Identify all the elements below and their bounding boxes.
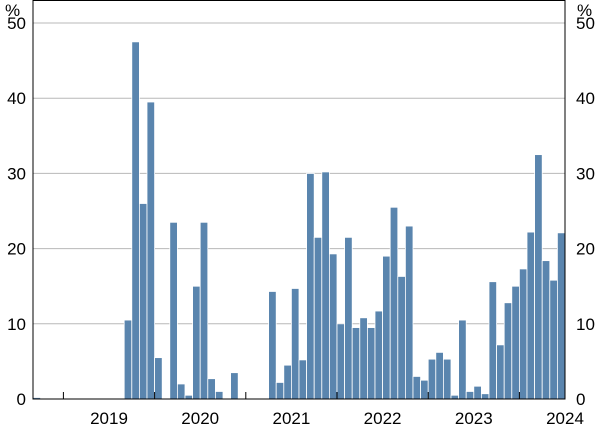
bar: [488, 281, 497, 400]
bar: [313, 236, 323, 400]
bar: [435, 351, 444, 400]
bar: [154, 357, 163, 400]
bar: [146, 101, 155, 400]
bar: [526, 231, 535, 400]
bar: [328, 253, 338, 400]
y-tick-label-right: 50: [576, 14, 595, 33]
bar: [557, 232, 566, 400]
bar: [321, 171, 330, 400]
bar: [123, 319, 133, 400]
bar: [214, 391, 224, 400]
y-tick-label-left: 30: [7, 164, 26, 183]
bar: [344, 236, 353, 400]
bar: [427, 358, 437, 400]
y-tick-label-left: 50: [7, 14, 26, 33]
bar: [503, 302, 513, 400]
bar: [199, 221, 209, 400]
y-tick-label-left: 0: [17, 390, 26, 409]
y-tick-label-right: 0: [576, 390, 585, 409]
y-tick-label-left: 40: [7, 89, 26, 108]
bar: [184, 394, 193, 400]
bar: [404, 225, 414, 400]
bar: [351, 327, 361, 400]
bar: [496, 344, 505, 400]
year-label: 2024: [546, 409, 584, 428]
bar: [374, 310, 383, 400]
x-axis-ticks: [62, 392, 520, 399]
bar: [480, 393, 490, 400]
y-tick-label-right: 30: [576, 164, 595, 183]
bar: [138, 203, 148, 400]
unit-label-right: %: [577, 1, 592, 20]
bar: [458, 319, 467, 400]
bar: [268, 291, 277, 400]
bar: [290, 288, 300, 400]
bar: [366, 327, 376, 400]
bar: [420, 379, 429, 400]
bar: [473, 385, 482, 400]
year-label: 2023: [455, 409, 493, 428]
bar: [207, 378, 216, 400]
bar: [359, 317, 368, 400]
plot-frame: [32, 0, 566, 400]
year-label: 2022: [364, 409, 402, 428]
bar: [389, 206, 399, 400]
y-tick-label-left: 10: [7, 315, 26, 334]
y-tick-label-right: 10: [576, 315, 595, 334]
bar: [230, 372, 239, 400]
year-label: 2019: [90, 409, 128, 428]
y-tick-label-left: 20: [7, 240, 26, 259]
bar: [541, 260, 551, 400]
bar: [534, 154, 543, 400]
bar: [169, 221, 178, 400]
bar: [549, 279, 558, 400]
bar: [465, 391, 475, 400]
year-label: 2021: [272, 409, 310, 428]
bar: [382, 255, 391, 400]
unit-label-left: %: [5, 1, 20, 20]
bar: [131, 41, 140, 400]
bar: [511, 285, 520, 400]
bar: [450, 394, 459, 400]
bar: [275, 382, 285, 400]
y-tick-label-right: 20: [576, 240, 595, 259]
gridlines: [33, 22, 565, 325]
y-tick-label-right: 40: [576, 89, 595, 108]
y-axis-left-labels: 0 10 20 30 40 50: [7, 14, 26, 409]
bar: [306, 173, 315, 400]
bar: [442, 358, 452, 400]
bar: [176, 383, 186, 400]
bar: [283, 364, 292, 400]
bar: [397, 276, 406, 400]
year-label: 2020: [181, 409, 219, 428]
y-axis-right-labels: 0 10 20 30 40 50: [576, 14, 595, 409]
bar: [298, 359, 307, 400]
x-axis-year-labels: 2019 2020 2021 2022 2023 2024: [90, 409, 584, 428]
bar: [412, 376, 421, 400]
bar: [519, 268, 528, 400]
bars: [32, 41, 566, 400]
bar: [192, 285, 201, 400]
bar: [336, 323, 345, 400]
